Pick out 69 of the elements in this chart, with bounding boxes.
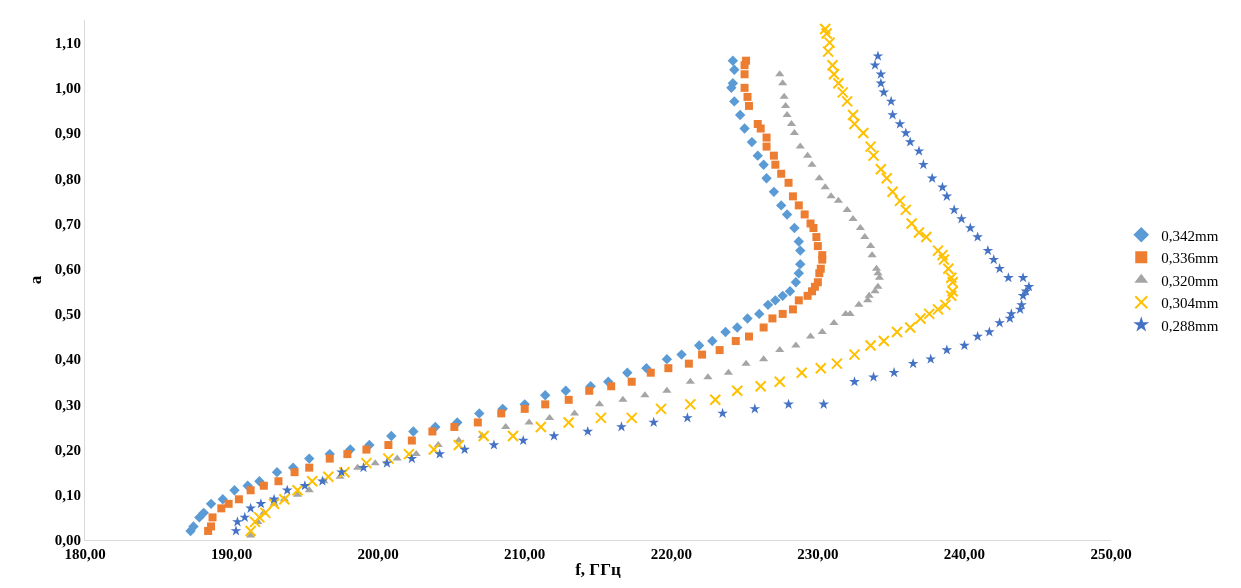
point: [784, 286, 796, 297]
point: [720, 326, 731, 338]
y-tick-label: 0,30: [54, 396, 81, 413]
y-tick-label: 0,50: [54, 306, 81, 323]
y-tick-label: 0,00: [54, 532, 81, 549]
point: [304, 453, 315, 464]
y-tick-label: 0,20: [54, 441, 81, 458]
x-tick-label: 180,00: [64, 546, 106, 562]
point: [790, 277, 802, 288]
y-tick-label: 0,90: [54, 125, 81, 142]
legend-label: 0,342mm: [1161, 227, 1219, 244]
point: [271, 466, 283, 478]
point: [746, 136, 758, 148]
point: [742, 313, 753, 324]
point: [732, 322, 743, 333]
point: [474, 408, 485, 419]
legend-label: 0,320mm: [1161, 272, 1219, 289]
point: [739, 123, 750, 134]
y-tick-label: 1,10: [54, 34, 81, 51]
x-tick-label: 210,00: [504, 546, 546, 562]
point: [217, 494, 228, 505]
x-tick-label: 250,00: [1090, 546, 1132, 562]
point: [789, 222, 800, 234]
point: [560, 385, 571, 396]
x-tick-label: 240,00: [943, 546, 986, 562]
point: [693, 340, 705, 351]
legend-label: 0,288mm: [1161, 317, 1219, 334]
point: [729, 64, 740, 75]
y-tick-label: 1,00: [54, 80, 81, 97]
x-tick-label: 230,00: [797, 546, 839, 562]
y-tick-label: 0,60: [54, 260, 81, 277]
point: [761, 173, 772, 184]
point: [540, 390, 551, 401]
point: [758, 159, 769, 170]
point: [776, 200, 787, 211]
point: [770, 295, 781, 306]
point: [661, 353, 673, 365]
x-tick-label: 200,00: [357, 546, 399, 562]
point: [768, 186, 780, 198]
point: [205, 498, 217, 510]
point: [386, 430, 397, 442]
legend-label: 0,304mm: [1161, 295, 1219, 312]
point: [734, 109, 746, 121]
point: [622, 367, 633, 378]
y-tick-label: 0,70: [54, 215, 81, 232]
point: [795, 258, 806, 270]
point: [793, 236, 804, 247]
x-axis-title: f, ГГц: [575, 560, 621, 580]
point: [707, 335, 718, 347]
point: [408, 426, 419, 437]
point: [198, 507, 209, 519]
x-tick-label: 220,00: [650, 546, 692, 562]
point: [229, 485, 240, 496]
point: [752, 150, 763, 161]
x-tick-label: 190,00: [210, 546, 253, 562]
point: [762, 299, 774, 311]
y-axis-title: a: [26, 275, 46, 285]
point: [793, 268, 804, 279]
y-tick-label: 0,80: [54, 170, 81, 187]
point: [754, 308, 765, 320]
point: [795, 245, 806, 256]
point: [676, 349, 687, 360]
y-tick-label: 0,10: [54, 487, 81, 504]
legend-label: 0,336mm: [1161, 250, 1219, 267]
point: [729, 96, 740, 107]
point: [777, 290, 788, 302]
point: [727, 55, 739, 66]
y-tick-label: 0,40: [54, 351, 81, 368]
point: [781, 209, 793, 220]
